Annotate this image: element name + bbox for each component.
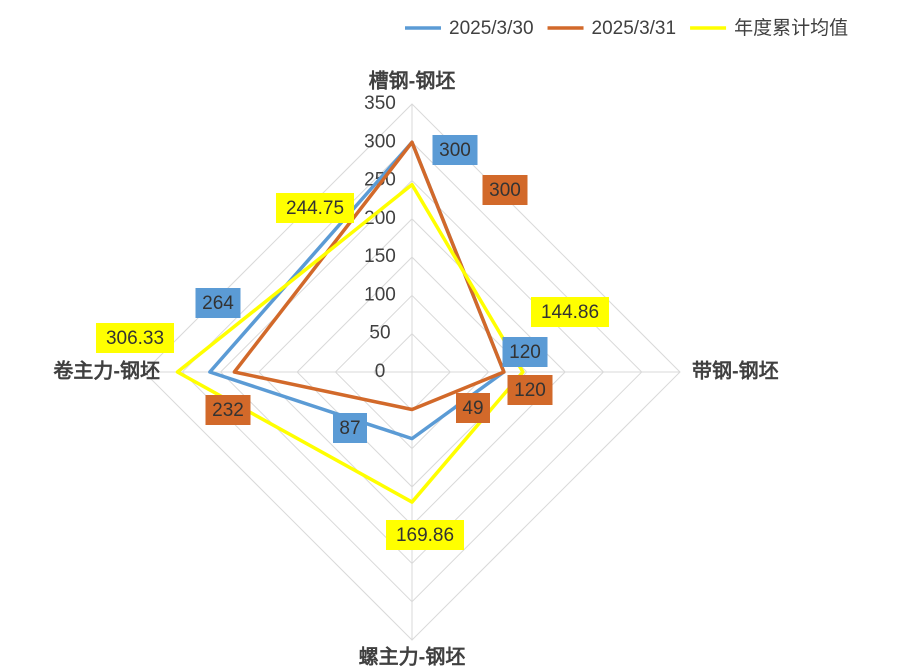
data-label-box — [195, 288, 241, 318]
series-line — [232, 140, 506, 412]
data-label: 144.86 — [541, 302, 599, 323]
legend-label: 2025/3/31 — [592, 18, 677, 39]
data-label-box — [456, 393, 490, 423]
data-label-box — [502, 337, 548, 367]
y-tick-label: 300 — [364, 131, 396, 152]
data-label-box — [205, 395, 251, 425]
y-tick-label: 150 — [364, 246, 396, 267]
data-label: 87 — [339, 418, 360, 439]
data-label-box — [531, 297, 609, 327]
data-label: 264 — [202, 293, 234, 314]
data-label-box — [482, 175, 528, 205]
data-label: 232 — [212, 400, 244, 421]
y-tick-label: 200 — [364, 208, 396, 229]
legend-label: 年度累计均值 — [734, 17, 848, 39]
y-tick-label: 50 — [369, 323, 390, 344]
data-label: 120 — [509, 342, 541, 363]
data-label-box — [96, 323, 174, 353]
y-tick-label: 100 — [364, 284, 396, 305]
category-label: 卷主力-钢坯 — [53, 358, 160, 382]
y-tick-label: 0 — [375, 361, 386, 382]
data-label-box — [432, 135, 478, 165]
data-label-box — [276, 193, 354, 223]
data-label-box — [507, 375, 553, 405]
category-label: 螺主力-钢坯 — [359, 644, 466, 668]
category-label: 槽钢-钢坯 — [369, 68, 456, 92]
data-label: 120 — [514, 380, 546, 401]
y-tick-label: 350 — [364, 93, 396, 114]
data-label-box — [386, 520, 464, 550]
data-label: 169.86 — [396, 525, 454, 546]
series-line — [175, 182, 525, 504]
data-label: 244.75 — [286, 198, 344, 219]
data-label: 49 — [462, 398, 483, 419]
category-label: 带钢-钢坯 — [692, 359, 779, 382]
data-label: 300 — [439, 140, 471, 161]
legend-label: 2025/3/30 — [449, 18, 534, 39]
data-label: 300 — [489, 180, 521, 201]
data-label-box — [333, 413, 367, 443]
data-label: 306.33 — [106, 328, 164, 349]
